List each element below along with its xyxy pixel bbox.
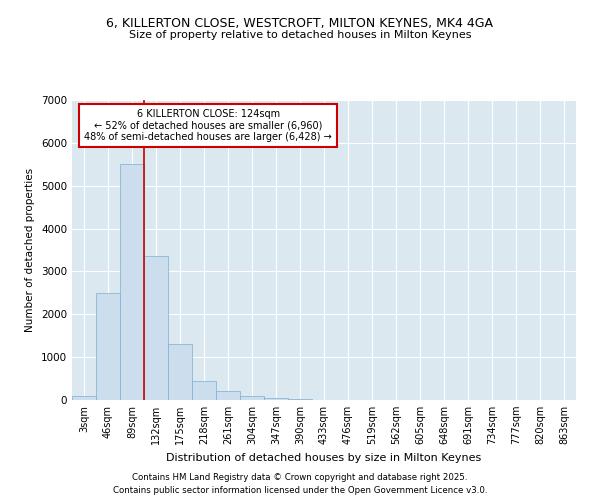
Bar [144, 256, 168, 400]
Bar [216, 390, 240, 400]
Bar [168, 344, 192, 400]
Text: 6, KILLERTON CLOSE, WESTCROFT, MILTON KEYNES, MK4 4GA: 6, KILLERTON CLOSE, WESTCROFT, MILTON KE… [107, 18, 493, 30]
Bar [72, 396, 96, 400]
Bar [96, 293, 120, 400]
Text: Size of property relative to detached houses in Milton Keynes: Size of property relative to detached ho… [129, 30, 471, 40]
Bar [192, 380, 216, 400]
Text: Contains HM Land Registry data © Crown copyright and database right 2025.: Contains HM Land Registry data © Crown c… [132, 474, 468, 482]
Text: 6 KILLERTON CLOSE: 124sqm
← 52% of detached houses are smaller (6,960)
48% of se: 6 KILLERTON CLOSE: 124sqm ← 52% of detac… [84, 109, 332, 142]
Bar [288, 398, 312, 400]
Y-axis label: Number of detached properties: Number of detached properties [25, 168, 35, 332]
Bar [120, 164, 144, 400]
Text: Contains public sector information licensed under the Open Government Licence v3: Contains public sector information licen… [113, 486, 487, 495]
Bar [264, 398, 288, 400]
X-axis label: Distribution of detached houses by size in Milton Keynes: Distribution of detached houses by size … [166, 452, 482, 462]
Bar [240, 396, 264, 400]
